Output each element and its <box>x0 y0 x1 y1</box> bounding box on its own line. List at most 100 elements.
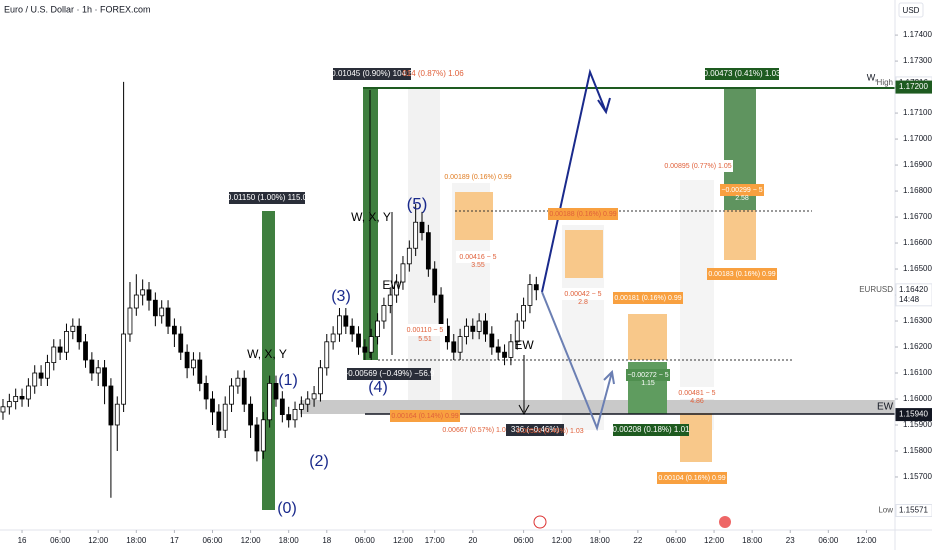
x-tick-label: 06:00 <box>666 536 687 545</box>
x-tick-label: 18:00 <box>742 536 763 545</box>
x-tick-label: 06:00 <box>818 536 839 545</box>
candle-body <box>57 346 63 353</box>
annotation-box <box>506 424 564 436</box>
annotation: 336 (−0.46%) <box>511 425 560 434</box>
candle-body <box>140 289 146 296</box>
x-tick-label: 12:00 <box>704 536 725 545</box>
y-tick-label: 1.17000 <box>903 134 932 143</box>
candle-body <box>248 403 253 426</box>
candle-body <box>279 398 285 415</box>
candle-body <box>95 367 101 374</box>
price-label-box <box>895 283 932 307</box>
annotation: (4) <box>368 379 388 396</box>
annotation: 1.15 <box>641 380 655 387</box>
candle-body <box>127 307 133 335</box>
candle-body <box>375 320 380 338</box>
candle-body <box>235 377 241 387</box>
annotation-box <box>720 184 764 196</box>
candle-body <box>305 398 311 405</box>
candle-body <box>521 305 526 322</box>
annotation: 0.00042 − 5 <box>564 291 601 298</box>
candle-body <box>381 305 387 322</box>
price-label-tag: Low <box>878 506 893 515</box>
annotation: W, X, Y <box>247 347 287 361</box>
candle-body <box>222 403 228 431</box>
target-zone <box>680 413 712 462</box>
x-tick-label: 18 <box>322 536 331 545</box>
candle-body <box>184 351 190 369</box>
annotation-box <box>561 288 605 300</box>
annotation: 0.00208 (0.18%) 1.01 <box>613 425 690 434</box>
x-tick-label: 12:00 <box>856 536 877 545</box>
target-zone <box>455 192 493 240</box>
candle-body <box>337 315 342 335</box>
candle-body <box>533 284 539 291</box>
y-tick-label: 1.17400 <box>903 30 932 39</box>
annotation-box <box>443 171 513 183</box>
candle-body <box>292 408 298 421</box>
candle-body <box>413 221 419 249</box>
annotation: 0.00188 (0.16%) 0.99 <box>549 211 616 218</box>
y-tick-label: 1.15800 <box>903 446 932 455</box>
zone <box>408 88 440 400</box>
candle-body <box>432 268 438 296</box>
annotation: 014 (0.87%) 1.06 <box>402 69 464 78</box>
annotation: 0.00104 (0.16%) 0.99 <box>658 475 725 482</box>
candle-body <box>0 406 6 413</box>
y-tick-label: 1.16800 <box>903 186 932 195</box>
candle-body <box>368 336 374 353</box>
candle-body <box>70 325 76 332</box>
candle-body <box>32 372 38 387</box>
candle-body <box>13 395 19 402</box>
annotation: 0.01150 (1.00%) 115.0 <box>227 193 308 202</box>
candle-body <box>178 333 184 353</box>
annotation-box <box>613 292 683 304</box>
candle-body <box>502 351 507 358</box>
y-tick-label: 1.16600 <box>903 238 932 247</box>
candle-body <box>260 419 266 452</box>
candle-body <box>394 281 400 296</box>
candle-body <box>267 382 273 421</box>
candle-body <box>387 294 393 306</box>
x-tick-label: 17:00 <box>425 536 446 545</box>
candle-body <box>210 398 215 413</box>
event-icon[interactable] <box>533 515 547 529</box>
event-icon[interactable] <box>719 516 731 528</box>
annotation: 2.8 <box>578 299 588 306</box>
annotation: 0.00526 (0.45%) 1.03 <box>516 428 583 435</box>
annotation: 0.00481 − 5 <box>678 390 715 397</box>
y-tick-label: 1.17100 <box>903 108 932 117</box>
candle-body <box>527 284 533 306</box>
candle-body <box>121 333 127 405</box>
candle-body <box>476 320 482 332</box>
annotation: 0.00183 (0.16%) 0.99 <box>708 271 775 278</box>
candle-body <box>51 346 57 364</box>
price-label-time: 14:48 <box>899 295 920 304</box>
target-zone <box>724 210 756 260</box>
x-tick-label: 06:00 <box>514 536 535 545</box>
annotation-box <box>548 208 618 220</box>
annotation: −0.00569 (−0.49%) −56.9 <box>344 369 436 378</box>
plot <box>0 81 539 498</box>
candle-body <box>273 382 279 400</box>
candle-body <box>146 289 152 301</box>
target-zone <box>565 230 603 278</box>
candle-body <box>438 294 444 327</box>
annotation: 0.00895 (0.77%) 1.05 <box>664 163 731 170</box>
annotation: 0.00473 (0.41%) 1.03 <box>704 69 781 78</box>
candle-body <box>83 341 88 361</box>
annotation: W, <box>867 72 878 82</box>
annotation: 0.01045 (0.90%) 104.5 <box>331 69 413 78</box>
price-label: 1.16420 <box>899 285 928 294</box>
annotation: 0.00181 (0.16%) 0.99 <box>614 295 681 302</box>
annotation-box <box>403 324 447 336</box>
projection-path <box>541 291 615 432</box>
candle-body <box>76 325 82 343</box>
annotation: EW <box>514 338 534 352</box>
x-tick-label: 23 <box>786 536 795 545</box>
candle-body <box>133 294 139 309</box>
candle-body <box>45 362 50 379</box>
y-tick-label: 1.17300 <box>903 56 932 65</box>
annotation-box <box>657 472 727 484</box>
